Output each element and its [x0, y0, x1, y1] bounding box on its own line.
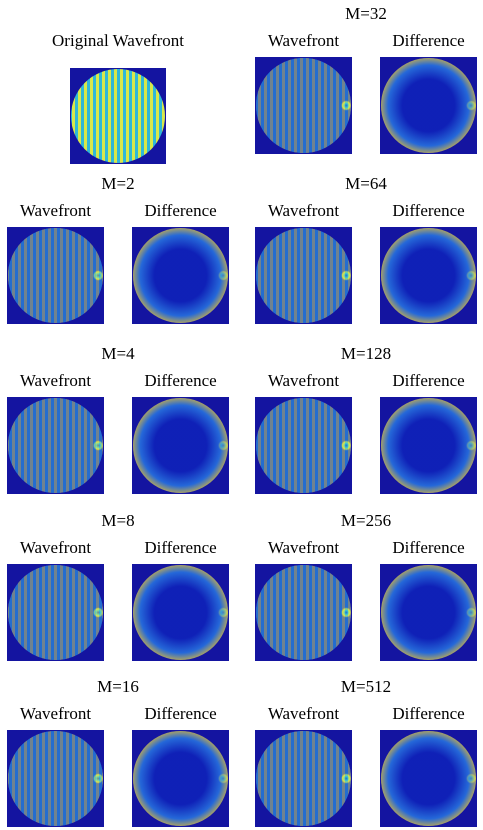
diff-rings	[381, 398, 476, 493]
diff-rings	[133, 228, 228, 323]
original-image	[70, 68, 166, 164]
wavefront-label: Wavefront	[20, 371, 92, 390]
wavefront-label: Wavefront	[20, 201, 92, 220]
difference-label: Difference	[392, 371, 464, 390]
wave-rings	[8, 398, 103, 493]
panel-label: M=32	[345, 4, 387, 23]
wave-rings	[256, 228, 351, 323]
diff-rings	[381, 228, 476, 323]
panel-label: M=64	[345, 174, 387, 193]
panel-label: M=128	[341, 344, 391, 363]
wave-rings	[256, 58, 351, 153]
difference-label: Difference	[144, 371, 216, 390]
wave-rings	[8, 731, 103, 826]
difference-image	[132, 227, 229, 324]
wavefront-label: Wavefront	[20, 538, 92, 557]
wavefront-image	[255, 397, 352, 494]
wavefront-image	[7, 730, 104, 827]
diff-rings	[381, 565, 476, 660]
wavefront-label: Wavefront	[268, 704, 340, 723]
difference-image	[380, 57, 477, 154]
panel-label: M=8	[101, 511, 134, 530]
wave-rings	[256, 565, 351, 660]
panel-label: M=512	[341, 677, 391, 696]
panel-label: M=4	[101, 344, 135, 363]
difference-label: Difference	[392, 31, 464, 50]
difference-label: Difference	[144, 538, 216, 557]
panel-label: M=16	[97, 677, 139, 696]
diff-rings	[133, 398, 228, 493]
difference-label: Difference	[144, 201, 216, 220]
difference-image	[132, 730, 229, 827]
wave-rings	[256, 731, 351, 826]
wavefront-label: Wavefront	[268, 31, 340, 50]
wavefront-image	[7, 564, 104, 661]
wavefront-image	[7, 227, 104, 324]
difference-label: Difference	[144, 704, 216, 723]
figure: Original Wavefront M=32 Wavefront Differen…	[0, 0, 483, 830]
wavefront-image	[255, 730, 352, 827]
panel-label: M=256	[341, 511, 391, 530]
wavefront-image	[255, 227, 352, 324]
difference-image	[132, 564, 229, 661]
difference-label: Difference	[392, 538, 464, 557]
difference-image	[380, 730, 477, 827]
wavefront-label: Wavefront	[20, 704, 92, 723]
difference-image	[380, 227, 477, 324]
wavefront-label: Wavefront	[268, 371, 340, 390]
diff-rings	[133, 731, 228, 826]
wave-rings	[256, 398, 351, 493]
wavefront-label: Wavefront	[268, 538, 340, 557]
difference-label: Difference	[392, 704, 464, 723]
wavefront-label: Wavefront	[268, 201, 340, 220]
difference-image	[380, 397, 477, 494]
wavefront-image	[255, 564, 352, 661]
wave-rings	[8, 228, 103, 323]
panel-label: M=2	[101, 174, 134, 193]
difference-label: Difference	[392, 201, 464, 220]
diff-rings	[381, 731, 476, 826]
wavefront-image	[7, 397, 104, 494]
wavefront-image	[255, 57, 352, 154]
original-title: Original Wavefront	[52, 31, 184, 50]
difference-image	[132, 397, 229, 494]
diff-rings	[381, 58, 476, 153]
wave-rings	[8, 565, 103, 660]
diff-rings	[133, 565, 228, 660]
difference-image	[380, 564, 477, 661]
